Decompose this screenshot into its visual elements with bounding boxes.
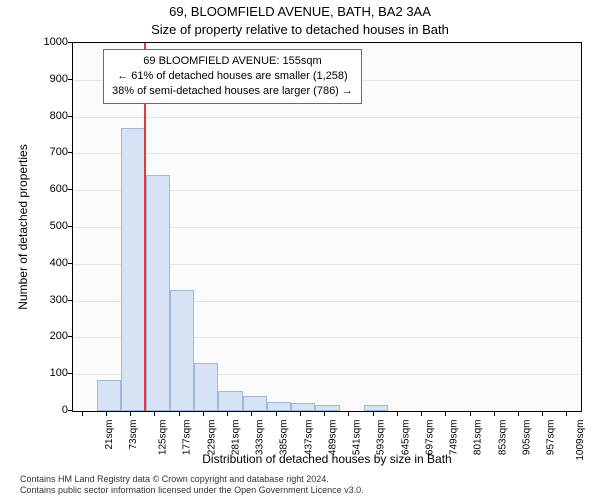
x-tick-mark	[227, 412, 228, 416]
histogram-bar	[267, 402, 291, 411]
x-tick-mark	[300, 412, 301, 416]
x-tick-label: 21sqm	[104, 420, 115, 450]
x-tick-mark	[106, 412, 107, 416]
x-tick-label: 177sqm	[182, 420, 193, 456]
y-tick-label: 500	[8, 220, 68, 232]
x-tick-label: 593sqm	[376, 420, 387, 456]
x-tick-mark	[348, 412, 349, 416]
x-tick-label: 125sqm	[158, 420, 169, 456]
x-tick-mark	[203, 412, 204, 416]
x-tick-mark	[566, 412, 567, 416]
x-tick-mark	[82, 412, 83, 416]
x-tick-mark	[179, 412, 180, 416]
gridline	[73, 117, 581, 118]
footer-line-2: Contains public sector information licen…	[20, 485, 364, 496]
x-tick-mark	[276, 412, 277, 416]
histogram-bar	[364, 405, 388, 411]
x-tick-mark	[542, 412, 543, 416]
x-tick-label: 749sqm	[449, 420, 460, 456]
annotation-line-2: ← 61% of detached houses are smaller (1,…	[112, 69, 353, 84]
histogram-bar	[146, 175, 170, 411]
x-tick-label: 905sqm	[521, 420, 532, 456]
x-tick-mark	[445, 412, 446, 416]
chart-subtitle: Size of property relative to detached ho…	[0, 22, 600, 37]
histogram-bar	[170, 290, 194, 411]
y-tick-label: 1000	[8, 36, 68, 48]
y-tick-label: 300	[8, 294, 68, 306]
x-tick-label: 73sqm	[128, 420, 139, 450]
x-tick-label: 385sqm	[279, 420, 290, 456]
x-tick-label: 437sqm	[303, 420, 314, 456]
x-tick-label: 229sqm	[206, 420, 217, 456]
y-tick-label: 900	[8, 73, 68, 85]
histogram-bar	[121, 128, 145, 411]
y-tick-label: 400	[8, 257, 68, 269]
x-tick-mark	[130, 412, 131, 416]
chart-title: 69, BLOOMFIELD AVENUE, BATH, BA2 3AA	[0, 4, 600, 19]
y-tick-label: 200	[8, 330, 68, 342]
histogram-bar	[291, 403, 315, 411]
histogram-bar	[97, 380, 121, 411]
annotation-box: 69 BLOOMFIELD AVENUE: 155sqm ← 61% of de…	[103, 49, 362, 104]
y-tick-label: 800	[8, 110, 68, 122]
histogram-bar	[315, 405, 339, 411]
x-axis-label: Distribution of detached houses by size …	[72, 452, 582, 466]
x-tick-mark	[470, 412, 471, 416]
x-tick-label: 853sqm	[497, 420, 508, 456]
annotation-line-1: 69 BLOOMFIELD AVENUE: 155sqm	[112, 54, 353, 69]
x-tick-mark	[251, 412, 252, 416]
x-tick-label: 541sqm	[352, 420, 363, 456]
x-tick-mark	[518, 412, 519, 416]
y-tick-label: 100	[8, 367, 68, 379]
y-tick-label: 700	[8, 146, 68, 158]
histogram-bar	[243, 396, 267, 411]
histogram-bar	[194, 363, 218, 411]
x-tick-label: 281sqm	[231, 420, 242, 456]
x-tick-mark	[397, 412, 398, 416]
plot-area: 69 BLOOMFIELD AVENUE: 155sqm ← 61% of de…	[72, 42, 582, 412]
histogram-bar	[218, 391, 242, 411]
x-tick-label: 957sqm	[546, 420, 557, 456]
chart-container: 69, BLOOMFIELD AVENUE, BATH, BA2 3AA Siz…	[0, 0, 600, 500]
footer-line-1: Contains HM Land Registry data © Crown c…	[20, 474, 364, 485]
x-tick-mark	[421, 412, 422, 416]
gridline	[73, 153, 581, 154]
y-tick-label: 0	[8, 404, 68, 416]
x-tick-label: 697sqm	[424, 420, 435, 456]
x-tick-mark	[154, 412, 155, 416]
x-tick-mark	[494, 412, 495, 416]
y-tick-label: 600	[8, 183, 68, 195]
x-tick-label: 333sqm	[255, 420, 266, 456]
x-tick-label: 645sqm	[400, 420, 411, 456]
x-tick-mark	[324, 412, 325, 416]
footer-attribution: Contains HM Land Registry data © Crown c…	[20, 474, 364, 497]
x-tick-mark	[373, 412, 374, 416]
x-tick-label: 489sqm	[327, 420, 338, 456]
x-tick-label: 801sqm	[473, 420, 484, 456]
annotation-line-3: 38% of semi-detached houses are larger (…	[112, 84, 353, 99]
